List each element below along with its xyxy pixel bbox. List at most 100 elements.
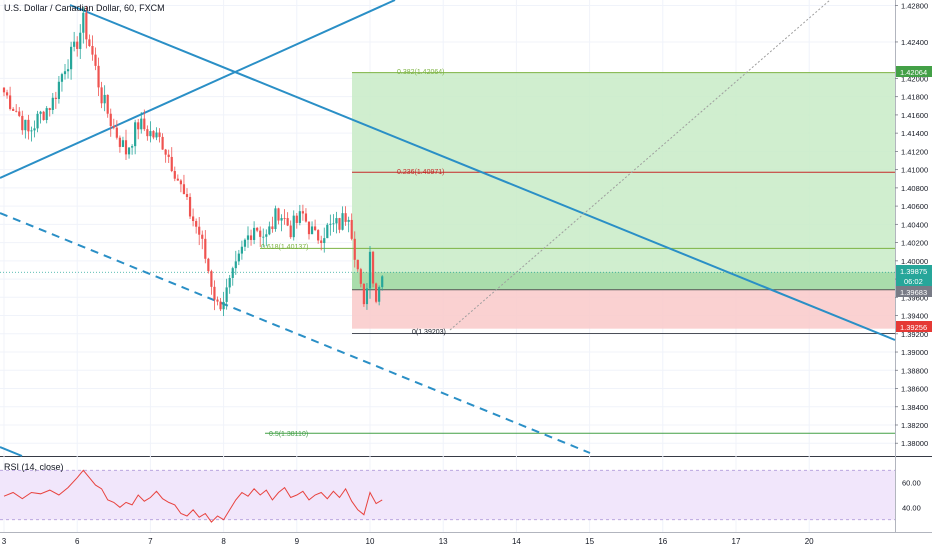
candle-down[interactable]	[5, 92, 9, 96]
candle-up[interactable]	[121, 140, 125, 147]
candle-up[interactable]	[365, 288, 369, 305]
candle-down[interactable]	[106, 94, 109, 114]
candle-down[interactable]	[164, 149, 167, 155]
loss-zone[interactable]	[352, 289, 895, 329]
candle-up[interactable]	[24, 119, 27, 131]
candle-up[interactable]	[378, 287, 381, 302]
candle-up[interactable]	[127, 147, 131, 155]
candle-down[interactable]	[48, 108, 51, 110]
candle-down[interactable]	[204, 238, 207, 259]
candle-up[interactable]	[253, 227, 256, 240]
candle-up[interactable]	[310, 226, 314, 235]
candle-down[interactable]	[317, 230, 320, 241]
candle-up[interactable]	[57, 81, 60, 99]
candle-up[interactable]	[155, 132, 158, 138]
candles[interactable]	[2, 5, 384, 317]
candle-down[interactable]	[271, 226, 274, 230]
candle-down[interactable]	[216, 299, 219, 302]
candle-down[interactable]	[371, 251, 375, 284]
trendlines[interactable]	[0, 0, 896, 457]
candle-up[interactable]	[228, 277, 231, 288]
candle-up[interactable]	[222, 301, 225, 310]
time-axis[interactable]: 3 6 7 8 9 10 13 14 15 16 17 20	[2, 537, 814, 546]
candle-up[interactable]	[347, 219, 350, 222]
candle-down[interactable]	[259, 230, 262, 237]
candle-down[interactable]	[195, 221, 198, 227]
candle-up[interactable]	[332, 223, 335, 225]
candle-down[interactable]	[91, 46, 94, 55]
candle-down[interactable]	[356, 259, 359, 270]
candle-down[interactable]	[344, 213, 347, 222]
candle-down[interactable]	[173, 171, 176, 179]
candle-up[interactable]	[30, 130, 33, 132]
candle-up[interactable]	[73, 41, 76, 47]
candle-down[interactable]	[143, 118, 146, 130]
candle-down[interactable]	[27, 119, 30, 132]
candle-down[interactable]	[249, 235, 253, 240]
candle-up[interactable]	[292, 215, 295, 238]
candle-down[interactable]	[304, 213, 308, 222]
candle-down[interactable]	[12, 108, 15, 111]
candle-up[interactable]	[335, 218, 338, 224]
rsi-pane[interactable]: 60.00 40.00	[0, 469, 921, 523]
candle-down[interactable]	[158, 132, 161, 137]
candle-up[interactable]	[149, 131, 152, 137]
candle-down[interactable]	[176, 178, 179, 181]
open-pnl-zone[interactable]	[352, 272, 895, 290]
candle-down[interactable]	[112, 125, 115, 128]
candle-down[interactable]	[207, 258, 210, 272]
candle-up[interactable]	[262, 236, 265, 238]
candle-up[interactable]	[246, 235, 250, 240]
candle-up[interactable]	[39, 111, 42, 114]
candle-up[interactable]	[60, 74, 64, 82]
candle-up[interactable]	[51, 97, 54, 110]
rsi-line[interactable]	[3, 469, 383, 523]
candle-up[interactable]	[280, 218, 283, 221]
candle-down[interactable]	[307, 221, 311, 235]
candle-down[interactable]	[2, 87, 6, 93]
candle-up[interactable]	[274, 208, 277, 230]
candle-up[interactable]	[234, 261, 237, 269]
ascending-trendline[interactable]	[0, 0, 396, 179]
candle-down[interactable]	[198, 226, 201, 235]
candle-up[interactable]	[63, 71, 67, 75]
candle-up[interactable]	[240, 246, 243, 254]
candle-down[interactable]	[88, 39, 91, 47]
candle-down[interactable]	[295, 215, 298, 223]
candle-down[interactable]	[320, 240, 323, 244]
candle-up[interactable]	[341, 213, 344, 230]
candle-down[interactable]	[375, 283, 378, 302]
candle-up[interactable]	[323, 238, 326, 244]
candle-down[interactable]	[115, 127, 118, 138]
candle-down[interactable]	[124, 140, 128, 155]
profit-zone[interactable]	[352, 72, 895, 290]
candle-up[interactable]	[243, 239, 247, 247]
candle-down[interactable]	[289, 225, 292, 238]
candle-down[interactable]	[76, 41, 79, 49]
candle-down[interactable]	[362, 283, 365, 305]
candle-up[interactable]	[140, 118, 143, 130]
candle-down[interactable]	[301, 211, 304, 214]
candle-down[interactable]	[21, 115, 24, 131]
candle-up[interactable]	[298, 211, 301, 223]
candle-down[interactable]	[188, 196, 192, 217]
candle-up[interactable]	[70, 46, 73, 70]
candle-down[interactable]	[97, 65, 100, 88]
candle-up[interactable]	[368, 251, 372, 289]
position-zones[interactable]	[352, 72, 895, 329]
candle-down[interactable]	[314, 226, 317, 231]
candle-up[interactable]	[66, 69, 70, 72]
candle-down[interactable]	[350, 219, 353, 239]
candle-up[interactable]	[134, 122, 137, 147]
candle-down[interactable]	[283, 218, 286, 219]
candle-down[interactable]	[109, 113, 112, 126]
lower-trendline[interactable]	[0, 446, 23, 457]
candle-down[interactable]	[9, 95, 12, 109]
candle-up[interactable]	[33, 128, 36, 131]
candle-up[interactable]	[326, 224, 329, 239]
candle-down[interactable]	[185, 194, 189, 197]
candle-down[interactable]	[54, 97, 57, 99]
candle-down[interactable]	[359, 269, 362, 284]
candle-down[interactable]	[18, 111, 21, 116]
candle-down[interactable]	[256, 227, 259, 231]
